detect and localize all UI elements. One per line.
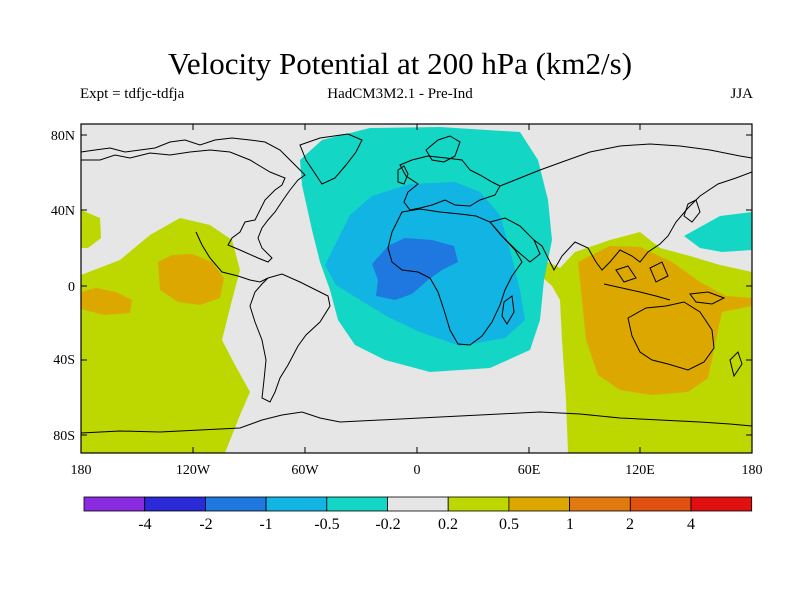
coast-greenland bbox=[299, 133, 363, 185]
colorbar-label: 4 bbox=[687, 516, 695, 533]
colorbar-swatch bbox=[265, 496, 328, 512]
plot-title: Velocity Potential at 200 hPa (km2/s) bbox=[167, 46, 633, 81]
latitude-axis: 80N 40N 0 40S 80S bbox=[51, 129, 75, 444]
positive-core-pacific bbox=[158, 254, 224, 305]
coast-british-isles bbox=[397, 165, 409, 185]
coast-japan bbox=[683, 199, 701, 223]
season-label: JJA bbox=[730, 86, 753, 102]
lat-tick-label: 0 bbox=[68, 280, 75, 295]
colorbar-label: -2 bbox=[199, 516, 212, 533]
positive-core-maritime bbox=[578, 246, 752, 395]
lat-tick-label: 40N bbox=[51, 204, 75, 219]
lon-tick-label: 180 bbox=[71, 463, 92, 478]
colorbar-label: 2 bbox=[626, 516, 634, 533]
axis-ticks bbox=[80, 124, 753, 453]
coast-antarctica bbox=[81, 411, 752, 434]
lat-tick-label: 80S bbox=[53, 429, 75, 444]
coast-new-zealand bbox=[729, 351, 743, 378]
lon-tick-label: 180 bbox=[742, 463, 763, 478]
coast-south-america bbox=[249, 273, 331, 403]
colorbar-labels: -4 -2 -1 -0.5 -0.2 0.2 0.5 1 2 4 bbox=[138, 516, 695, 533]
coastlines bbox=[81, 133, 752, 434]
colorbar-label: -0.5 bbox=[314, 516, 339, 533]
longitude-axis: 180 120W 60W 0 60E 120E 180 bbox=[71, 463, 763, 478]
coast-indonesia bbox=[603, 261, 726, 305]
lon-tick-label: 120W bbox=[176, 463, 211, 478]
colorbar-swatch bbox=[447, 496, 510, 512]
colorbar-label: -1 bbox=[259, 516, 272, 533]
colorbar-swatch bbox=[629, 496, 692, 512]
colorbar-label: 0.2 bbox=[438, 516, 458, 533]
coast-scandinavia bbox=[425, 135, 461, 163]
colorbar-swatch bbox=[204, 496, 267, 512]
negative-core-west-africa bbox=[372, 238, 458, 300]
coast-asia bbox=[499, 143, 752, 272]
positive-core-dateline bbox=[81, 288, 132, 315]
colorbar-swatch bbox=[144, 496, 206, 512]
coast-arabia bbox=[489, 217, 541, 263]
negative-region-north-pacific bbox=[684, 212, 752, 252]
lon-tick-label: 60E bbox=[518, 463, 541, 478]
lon-tick-label: 60W bbox=[291, 463, 319, 478]
colorbar-swatch bbox=[569, 496, 631, 512]
colorbar-swatch bbox=[387, 496, 449, 512]
colorbar-label: -4 bbox=[138, 516, 151, 533]
coast-africa bbox=[387, 208, 523, 346]
coast-europe bbox=[399, 155, 501, 211]
coast-central-america bbox=[195, 231, 269, 283]
colorbar-label: 1 bbox=[566, 516, 574, 533]
coast-madagascar bbox=[501, 295, 515, 325]
colorbar-swatch bbox=[83, 496, 146, 512]
lat-tick-label: 80N bbox=[51, 129, 75, 144]
model-label: HadCM3M2.1 - Pre-Ind bbox=[327, 86, 473, 102]
positive-region-north-pacific-edge bbox=[81, 210, 101, 248]
contour-field bbox=[81, 124, 752, 453]
lon-tick-label: 0 bbox=[414, 463, 421, 478]
lon-tick-label: 120E bbox=[625, 463, 655, 478]
colorbar-swatch bbox=[508, 496, 570, 512]
colorbar-label: 0.5 bbox=[499, 516, 519, 533]
colorbar bbox=[83, 496, 753, 512]
coast-north-america bbox=[81, 137, 306, 263]
colorbar-swatch bbox=[690, 496, 753, 512]
colorbar-swatch bbox=[326, 496, 388, 512]
lat-tick-label: 40S bbox=[53, 353, 75, 368]
coast-australia bbox=[627, 301, 715, 371]
experiment-label: Expt = tdfjc-tdfja bbox=[80, 86, 185, 102]
colorbar-label: -0.2 bbox=[375, 516, 400, 533]
